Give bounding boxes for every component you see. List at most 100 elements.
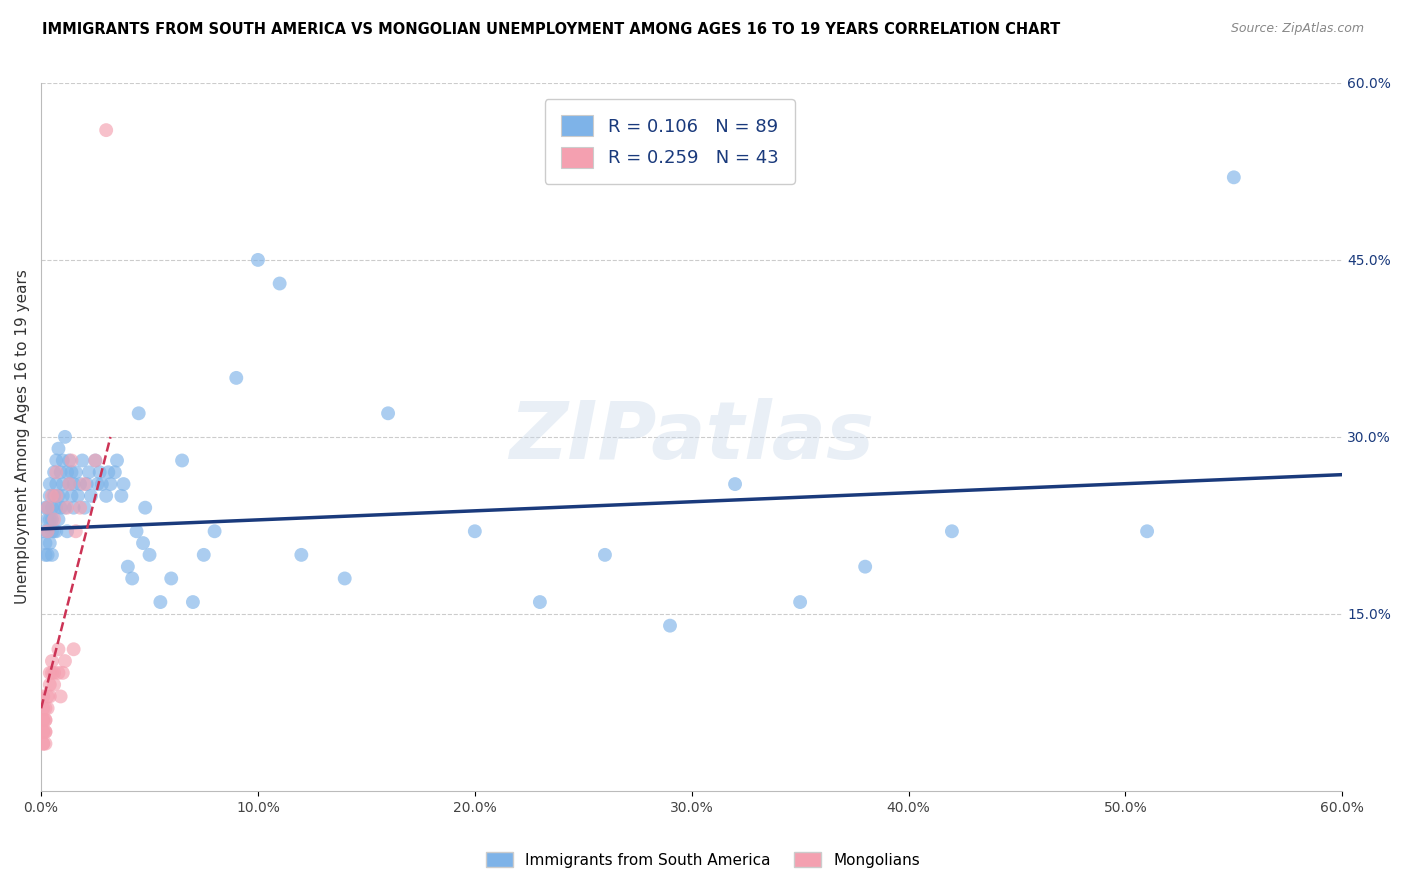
Point <box>34 737 56 751</box>
Point <box>73 477 96 491</box>
Point <box>38 536 60 550</box>
Point <box>38 477 60 491</box>
Point <box>80 489 103 503</box>
Point <box>42 489 65 503</box>
Point <box>41 489 63 503</box>
Point <box>269 277 291 291</box>
Point <box>659 618 682 632</box>
Point <box>45 524 67 539</box>
Point <box>69 477 91 491</box>
Legend: R = 0.106   N = 89, R = 0.259   N = 43: R = 0.106 N = 89, R = 0.259 N = 43 <box>544 99 794 184</box>
Point <box>60 453 83 467</box>
Point <box>48 665 70 680</box>
Point <box>138 548 160 562</box>
Point <box>290 548 312 562</box>
Point <box>1223 170 1246 185</box>
Point <box>76 477 98 491</box>
Point <box>112 477 135 491</box>
Point <box>32 724 55 739</box>
Point <box>53 500 76 515</box>
Point <box>58 477 80 491</box>
Point <box>32 713 55 727</box>
Point <box>56 524 79 539</box>
Point <box>48 512 70 526</box>
Point <box>38 489 60 503</box>
Point <box>34 724 56 739</box>
Point <box>100 477 122 491</box>
Point <box>333 572 356 586</box>
Text: IMMIGRANTS FROM SOUTH AMERICA VS MONGOLIAN UNEMPLOYMENT AMONG AGES 16 TO 19 YEAR: IMMIGRANTS FROM SOUTH AMERICA VS MONGOLI… <box>42 22 1060 37</box>
Point <box>45 477 67 491</box>
Point <box>529 595 551 609</box>
Point <box>48 642 70 657</box>
Point <box>32 701 55 715</box>
Point <box>60 465 83 479</box>
Point <box>37 512 59 526</box>
Point <box>65 524 87 539</box>
Point <box>53 654 76 668</box>
Text: ZIPatlas: ZIPatlas <box>509 398 875 476</box>
Point <box>42 678 65 692</box>
Text: Source: ZipAtlas.com: Source: ZipAtlas.com <box>1230 22 1364 36</box>
Point <box>52 665 75 680</box>
Point <box>38 690 60 704</box>
Point <box>37 500 59 515</box>
Point <box>45 453 67 467</box>
Point <box>45 465 67 479</box>
Point <box>41 512 63 526</box>
Point <box>49 465 72 479</box>
Point <box>97 465 120 479</box>
Point <box>42 665 65 680</box>
Point <box>37 524 59 539</box>
Point <box>62 642 84 657</box>
Point <box>72 453 94 467</box>
Legend: Immigrants from South America, Mongolians: Immigrants from South America, Mongolian… <box>478 844 928 875</box>
Point <box>34 500 56 515</box>
Point <box>34 713 56 727</box>
Point <box>32 690 55 704</box>
Point <box>34 701 56 715</box>
Point <box>593 548 616 562</box>
Point <box>37 690 59 704</box>
Point <box>1136 524 1159 539</box>
Point <box>62 477 84 491</box>
Point <box>853 559 876 574</box>
Point <box>117 559 139 574</box>
Point <box>58 453 80 467</box>
Point <box>41 654 63 668</box>
Point <box>49 690 72 704</box>
Point <box>204 524 226 539</box>
Point <box>125 524 148 539</box>
Point <box>42 512 65 526</box>
Point <box>37 500 59 515</box>
Point <box>32 737 55 751</box>
Point <box>52 489 75 503</box>
Point <box>37 548 59 562</box>
Point <box>77 465 100 479</box>
Point <box>32 524 55 539</box>
Point <box>789 595 811 609</box>
Point <box>377 406 399 420</box>
Point <box>104 465 127 479</box>
Point <box>53 430 76 444</box>
Point <box>110 489 132 503</box>
Point <box>181 595 204 609</box>
Point <box>34 548 56 562</box>
Point <box>193 548 215 562</box>
Point <box>52 477 75 491</box>
Point <box>34 713 56 727</box>
Point <box>941 524 963 539</box>
Point <box>41 524 63 539</box>
Point <box>42 524 65 539</box>
Point <box>60 489 83 503</box>
Point <box>246 252 269 267</box>
Point <box>170 453 193 467</box>
Point <box>49 500 72 515</box>
Point <box>225 371 247 385</box>
Point <box>32 724 55 739</box>
Point <box>73 500 96 515</box>
Point <box>69 500 91 515</box>
Point <box>38 512 60 526</box>
Point <box>56 465 79 479</box>
Point <box>134 500 156 515</box>
